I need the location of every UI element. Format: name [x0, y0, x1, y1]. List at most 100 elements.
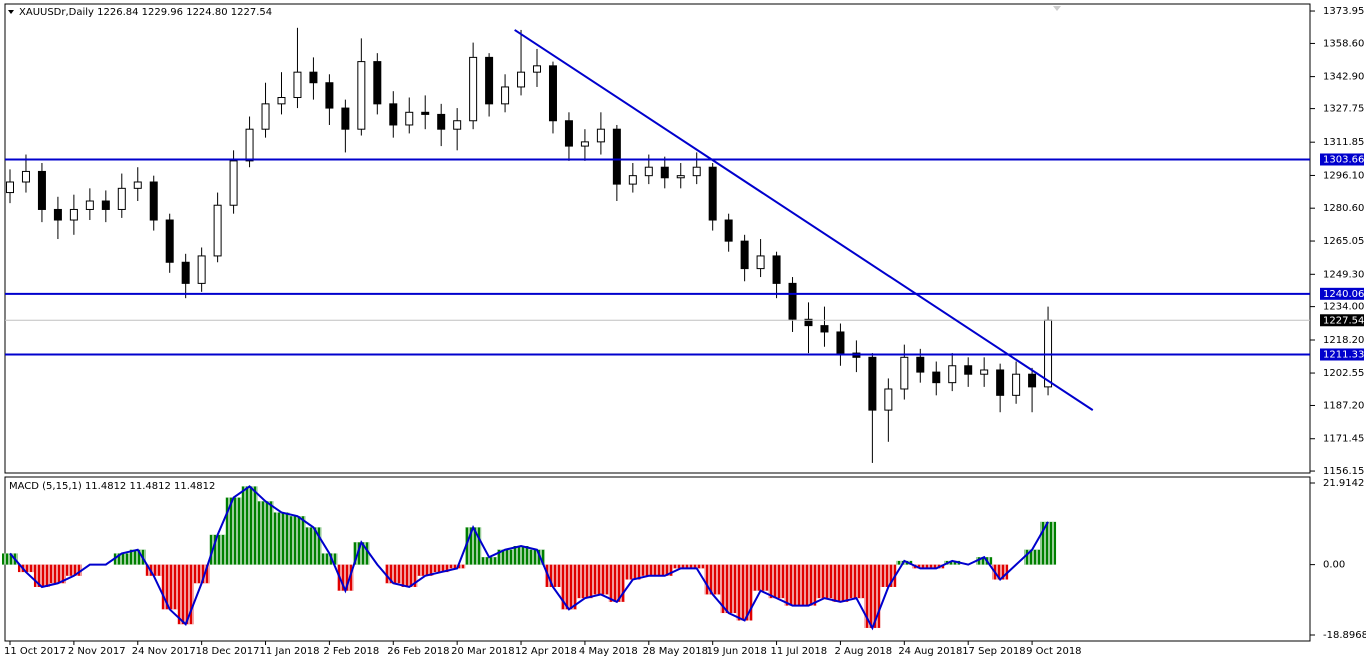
candle-body [820, 325, 829, 333]
last-price-label: 1227.54 [1323, 315, 1364, 326]
x-tick-label: 24 Aug 2018 [898, 646, 962, 657]
x-tick-label: 11 Oct 2017 [4, 646, 66, 657]
candle-body [916, 356, 925, 373]
bar-hatch [305, 527, 322, 565]
candle-body [1012, 373, 1021, 396]
candle-body [181, 261, 190, 284]
x-tick-label: 2 Feb 2018 [323, 646, 379, 657]
trendline [514, 29, 1094, 411]
candle-body [389, 103, 398, 126]
bar-hatch [2, 553, 18, 565]
macd-panel [4, 476, 1311, 642]
candle-body [6, 181, 14, 194]
candle-body [724, 219, 733, 242]
candle-body [37, 170, 46, 210]
candle-body [117, 187, 126, 210]
bar-hatch [513, 546, 530, 565]
bar-hatch [576, 564, 593, 599]
bar-hatch [465, 527, 482, 565]
y-tick-label: 1280.60 [1323, 203, 1364, 214]
chart-title: XAUUSDr,Daily 1226.84 1229.96 1224.80 12… [19, 7, 272, 18]
candle-body [932, 371, 941, 384]
bar-hatch [624, 564, 641, 580]
bar-hatch [481, 557, 498, 565]
candle-body [868, 356, 877, 411]
bar-hatch [145, 564, 162, 576]
candle-body [53, 208, 62, 221]
bar-hatch [944, 560, 961, 565]
bar-hatch [704, 564, 721, 595]
y-tick-label: -18.8968 [1323, 630, 1366, 641]
bar-hatch [241, 486, 258, 565]
bar-hatch [257, 501, 274, 565]
candle-body [453, 120, 462, 130]
x-tick-label: 28 May 2018 [643, 646, 708, 657]
candle-body [564, 120, 573, 147]
bar-hatch [65, 564, 82, 576]
candle-body [740, 240, 749, 270]
candle-body [357, 61, 366, 130]
hline-label: 1240.06 [1323, 289, 1364, 300]
x-tick-label: 24 Nov 2017 [132, 646, 196, 657]
x-tick-label: 18 Dec 2017 [196, 646, 260, 657]
y-tick-label: 1156.15 [1323, 466, 1364, 477]
bar-hatch [1024, 549, 1041, 565]
bar-hatch [976, 557, 993, 565]
candle-body [149, 181, 158, 221]
bar-hatch [688, 564, 705, 569]
hline-label-box [1320, 348, 1364, 361]
bar-hatch [321, 553, 338, 565]
y-tick-label: 1234.00 [1323, 302, 1364, 313]
bar-hatch [672, 564, 689, 569]
last-price-box [1320, 314, 1364, 327]
candle-body [261, 103, 270, 130]
bar-hatch [337, 564, 354, 591]
bar-hatch [289, 516, 306, 565]
bar-hatch [177, 564, 194, 625]
bar-hatch [225, 497, 242, 565]
candle-body [21, 170, 30, 183]
candle-body [133, 181, 142, 189]
bar-hatch [1040, 521, 1057, 565]
bar-hatch [592, 564, 609, 595]
bar-hatch [736, 564, 753, 621]
bar-hatch [113, 553, 130, 565]
x-tick-label: 2 Nov 2017 [68, 646, 126, 657]
bar-hatch [768, 564, 785, 599]
candle-body [245, 128, 254, 162]
bar-hatch [544, 564, 561, 587]
bar-hatch [417, 564, 434, 576]
y-tick-label: 1358.60 [1323, 38, 1364, 49]
bar-hatch [161, 564, 178, 610]
y-tick-label: 1265.05 [1323, 236, 1364, 247]
candle-body [213, 204, 222, 257]
candle-body [309, 71, 318, 84]
candle-body [772, 255, 781, 284]
candle-body [517, 71, 526, 88]
x-tick-label: 20 Mar 2018 [451, 646, 514, 657]
bar-hatch [784, 564, 801, 606]
bar-hatch [497, 549, 514, 565]
y-tick-label: 1187.20 [1323, 400, 1364, 411]
hline-label-box [1320, 153, 1364, 166]
candle-body [277, 97, 286, 105]
candle-body [996, 369, 1005, 396]
hline-label-box [1320, 287, 1364, 300]
candle-body [341, 107, 350, 130]
price-panel [4, 3, 1311, 474]
y-tick-label: 1373.95 [1323, 6, 1364, 17]
candle-body [197, 255, 206, 284]
candle-body [964, 365, 973, 375]
bar-hatch [608, 564, 625, 602]
y-tick-label: 1311.85 [1323, 137, 1364, 148]
y-tick-label: 1249.30 [1323, 269, 1364, 280]
bar-hatch [752, 564, 769, 591]
menu-arrow[interactable] [8, 10, 14, 14]
x-tick-label: 11 Jan 2018 [260, 646, 320, 657]
bar-hatch [209, 534, 226, 565]
y-tick-label: 1327.75 [1323, 104, 1364, 115]
bar-hatch [800, 564, 817, 606]
bar-hatch [912, 564, 929, 569]
x-tick-label: 2 Aug 2018 [834, 646, 892, 657]
